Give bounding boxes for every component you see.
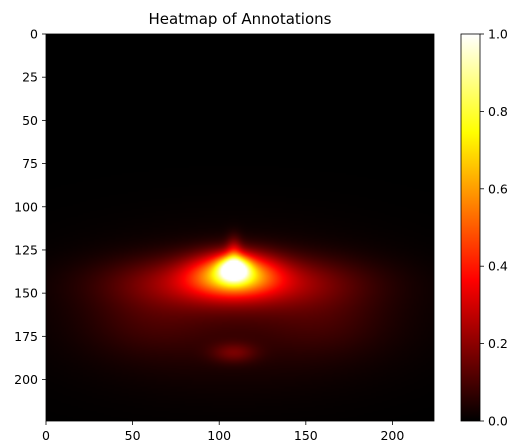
x-tick-label: 100 (207, 428, 231, 443)
x-tick-label: 50 (125, 428, 141, 443)
heatmap-image (46, 34, 434, 421)
y-tick-label: 25 (22, 70, 38, 85)
colorbar-tick-label: 0.2 (488, 336, 508, 351)
heatmap-plot-area (45, 33, 435, 422)
x-tick-label: 0 (42, 428, 50, 443)
colorbar-tick-label: 1.0 (488, 27, 508, 42)
plot-frame (45, 33, 435, 422)
y-tick-label: 175 (14, 329, 38, 344)
colorbar-tick-label: 0.4 (488, 259, 508, 274)
chart-title: Heatmap of Annotations (149, 10, 332, 28)
colorbar-tick-label: 0.8 (488, 104, 508, 119)
x-tick-label: 200 (380, 428, 404, 443)
colorbar-tick-label: 0.0 (488, 414, 508, 429)
y-tick-label: 50 (22, 113, 38, 128)
y-tick-label: 0 (30, 27, 38, 42)
colorbar: 0.0 0.2 0.4 0.6 0.8 1.0 (460, 27, 508, 429)
y-tick-label: 100 (14, 199, 38, 214)
x-tick-label: 150 (294, 428, 318, 443)
x-axis: 0 50 100 150 200 (42, 421, 404, 443)
y-tick-label: 200 (14, 372, 38, 387)
y-tick-label: 150 (14, 286, 38, 301)
y-tick-label: 125 (14, 242, 38, 257)
colorbar-tick-label: 0.6 (488, 181, 508, 196)
y-axis: 0 25 50 75 100 125 150 175 200 (14, 27, 46, 387)
colorbar-gradient (461, 34, 480, 421)
colorbar-frame (460, 33, 481, 422)
y-tick-label: 75 (22, 156, 38, 171)
